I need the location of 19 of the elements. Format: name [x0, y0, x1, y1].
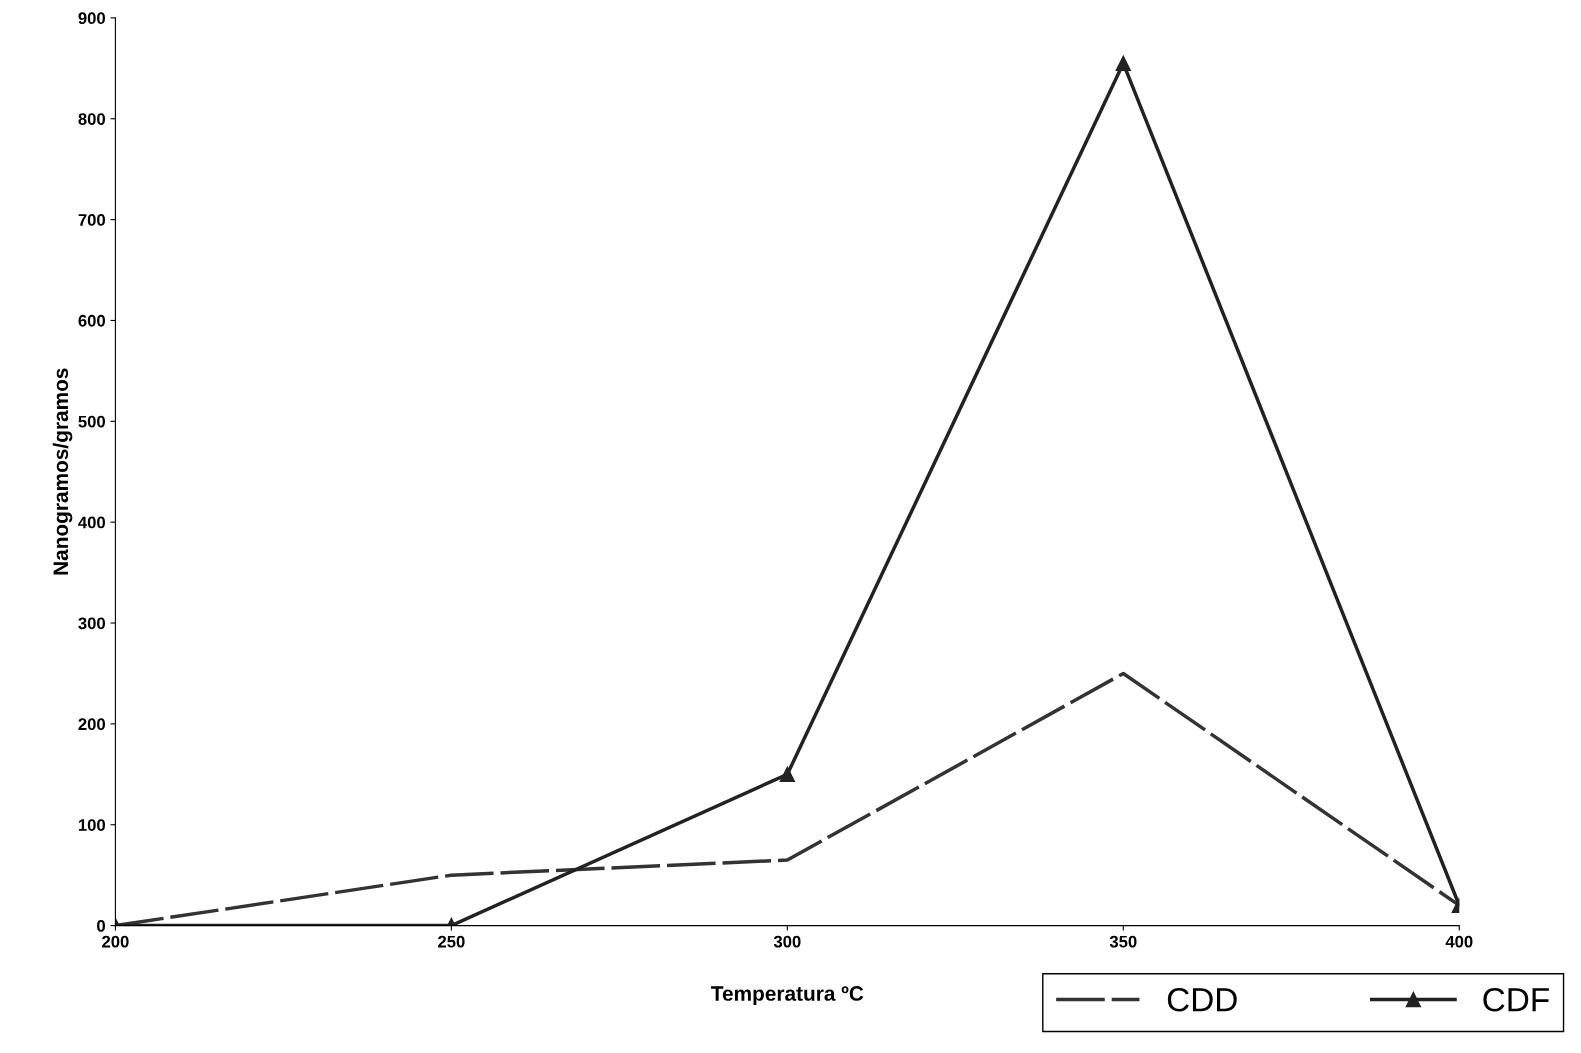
x-tick-label: 200: [102, 935, 129, 948]
x-tick-label: 350: [1109, 935, 1137, 948]
x-tick-label: 250: [438, 935, 465, 948]
y-tick-label: 100: [78, 819, 106, 831]
y-tick-label: 400: [78, 516, 106, 529]
x-axis-title: Temperatura ºC: [711, 986, 864, 1005]
y-axis-title: Nanogramos/gramos: [52, 368, 73, 575]
y-tick-label: 0: [97, 919, 106, 932]
y-tick-label: 800: [78, 113, 106, 125]
y-tick-label: 600: [78, 314, 106, 327]
y-tick-label: 300: [78, 617, 106, 630]
legend-label: CDF: [1483, 987, 1549, 1012]
x-tick-label: 400: [1445, 935, 1473, 948]
y-tick-label: 900: [78, 12, 106, 25]
y-tick-label: 200: [78, 718, 106, 731]
y-tick-label: 700: [78, 214, 106, 226]
legend-label: CDD: [1167, 987, 1237, 1012]
x-tick-label: 300: [773, 935, 801, 948]
y-tick-label: 500: [78, 415, 106, 428]
